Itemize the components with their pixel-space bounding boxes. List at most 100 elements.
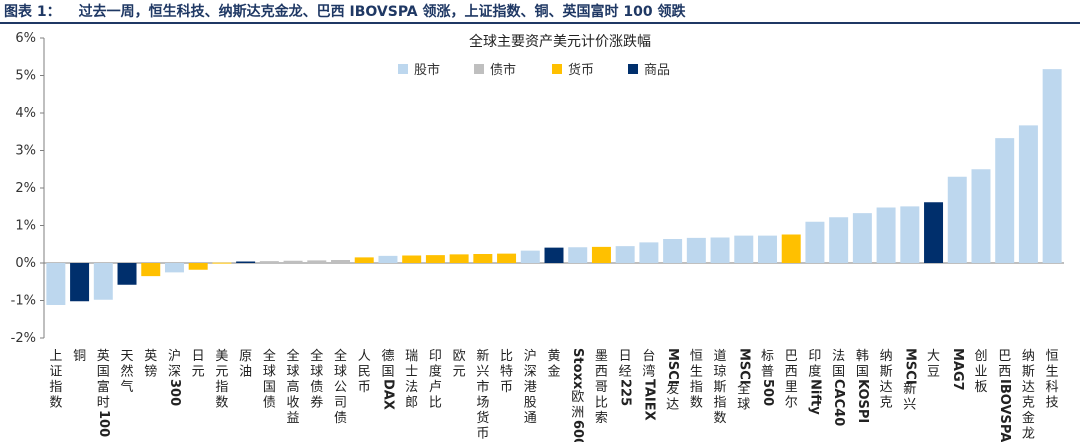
svg-text:度: 度 xyxy=(808,364,821,380)
bar-全球高收益 xyxy=(283,260,303,263)
svg-text:元: 元 xyxy=(192,365,205,380)
svg-text:港: 港 xyxy=(524,380,537,395)
svg-text:公: 公 xyxy=(334,380,347,395)
bar-黄金 xyxy=(544,247,564,264)
svg-text:300: 300 xyxy=(167,379,182,406)
bar-韩国KOSPI xyxy=(852,213,872,264)
svg-text:龙: 龙 xyxy=(1022,427,1035,442)
svg-text:科: 科 xyxy=(1046,380,1059,395)
svg-text:欧: 欧 xyxy=(571,390,584,405)
bar-印度Nifty xyxy=(805,221,825,263)
svg-text:上: 上 xyxy=(49,349,62,364)
svg-text:克: 克 xyxy=(880,396,893,411)
svg-text:德: 德 xyxy=(381,349,394,364)
caption-label: 图表 1： xyxy=(4,4,61,20)
svg-text:达: 达 xyxy=(666,398,679,413)
bar-创业板 xyxy=(971,169,991,263)
svg-text:日: 日 xyxy=(619,349,632,364)
bar-英国富时100 xyxy=(93,263,113,300)
svg-text:油: 油 xyxy=(239,365,252,380)
bar-巴西IBOVSPA xyxy=(995,138,1015,264)
svg-text:股: 股 xyxy=(524,396,537,411)
legend-item: 货币 xyxy=(552,62,594,78)
svg-text:DAX: DAX xyxy=(380,379,395,410)
svg-text:债: 债 xyxy=(263,396,276,411)
svg-text:国: 国 xyxy=(97,365,110,380)
x-label: 创业板 xyxy=(974,349,987,395)
svg-text:特: 特 xyxy=(500,365,513,380)
legend-item: 商品 xyxy=(628,63,670,78)
bar-沪深港股通 xyxy=(520,250,540,264)
svg-text:士: 士 xyxy=(405,365,418,380)
bar-墨西哥比索 xyxy=(591,246,611,264)
svg-text:巴: 巴 xyxy=(785,349,798,364)
svg-text:法: 法 xyxy=(832,349,845,364)
svg-text:益: 益 xyxy=(287,411,300,426)
svg-text:卢: 卢 xyxy=(429,379,442,395)
x-label: MAG7 xyxy=(950,348,965,391)
svg-text:全: 全 xyxy=(737,381,750,397)
svg-text:币: 币 xyxy=(476,427,489,442)
bar-上证指数 xyxy=(46,263,66,305)
svg-text:MAG7: MAG7 xyxy=(950,348,965,391)
bar-比特币 xyxy=(497,253,517,264)
bar-全球公司债 xyxy=(331,260,350,263)
svg-text:债: 债 xyxy=(310,380,323,395)
x-label: 天然气 xyxy=(121,349,134,395)
svg-text:板: 板 xyxy=(974,380,987,395)
svg-text:沪: 沪 xyxy=(168,348,181,364)
svg-text:印: 印 xyxy=(808,349,821,364)
svg-text:国: 国 xyxy=(856,365,869,380)
svg-text:纳: 纳 xyxy=(1022,349,1035,364)
svg-text:原: 原 xyxy=(239,349,252,364)
y-tick-label: -1% xyxy=(11,294,36,309)
legend-item: 股市 xyxy=(398,62,440,78)
svg-text:商品: 商品 xyxy=(644,63,670,78)
bar-沪深300 xyxy=(164,263,184,273)
svg-text:琼: 琼 xyxy=(714,365,727,380)
svg-text:指: 指 xyxy=(49,380,62,395)
bar-纳斯达克金龙 xyxy=(1018,125,1038,264)
svg-text:道: 道 xyxy=(714,349,727,364)
svg-text:通: 通 xyxy=(524,411,537,426)
svg-text:指: 指 xyxy=(690,380,703,395)
svg-text:MSCI: MSCI xyxy=(665,348,680,385)
svg-text:西: 西 xyxy=(595,365,608,380)
bar-人民币 xyxy=(354,257,374,264)
svg-text:Nifty: Nifty xyxy=(807,379,822,415)
bar-MSCI发达 xyxy=(663,239,683,263)
y-tick-label: 0% xyxy=(15,256,36,271)
svg-text:券: 券 xyxy=(310,395,323,411)
svg-text:数: 数 xyxy=(49,396,62,411)
svg-text:英: 英 xyxy=(144,349,157,364)
svg-text:度: 度 xyxy=(429,364,442,380)
bars xyxy=(46,69,1062,305)
svg-text:哥: 哥 xyxy=(595,380,608,395)
svg-text:达: 达 xyxy=(1022,380,1035,395)
bar-MSCI全球 xyxy=(734,235,754,263)
svg-text:洲: 洲 xyxy=(571,406,584,421)
svg-text:郎: 郎 xyxy=(405,396,418,411)
svg-text:经: 经 xyxy=(619,365,632,380)
svg-text:全: 全 xyxy=(310,348,323,364)
svg-text:纳: 纳 xyxy=(880,349,893,364)
svg-text:币: 币 xyxy=(358,380,371,395)
bar-道琼斯指数 xyxy=(710,237,730,263)
svg-text:尔: 尔 xyxy=(785,396,798,411)
svg-text:台: 台 xyxy=(642,349,655,364)
chart-legend: 股市 债市 货币 商品 xyxy=(398,62,670,78)
svg-text:国: 国 xyxy=(263,380,276,395)
svg-text:创: 创 xyxy=(974,349,987,364)
bar-英镑 xyxy=(141,263,161,277)
